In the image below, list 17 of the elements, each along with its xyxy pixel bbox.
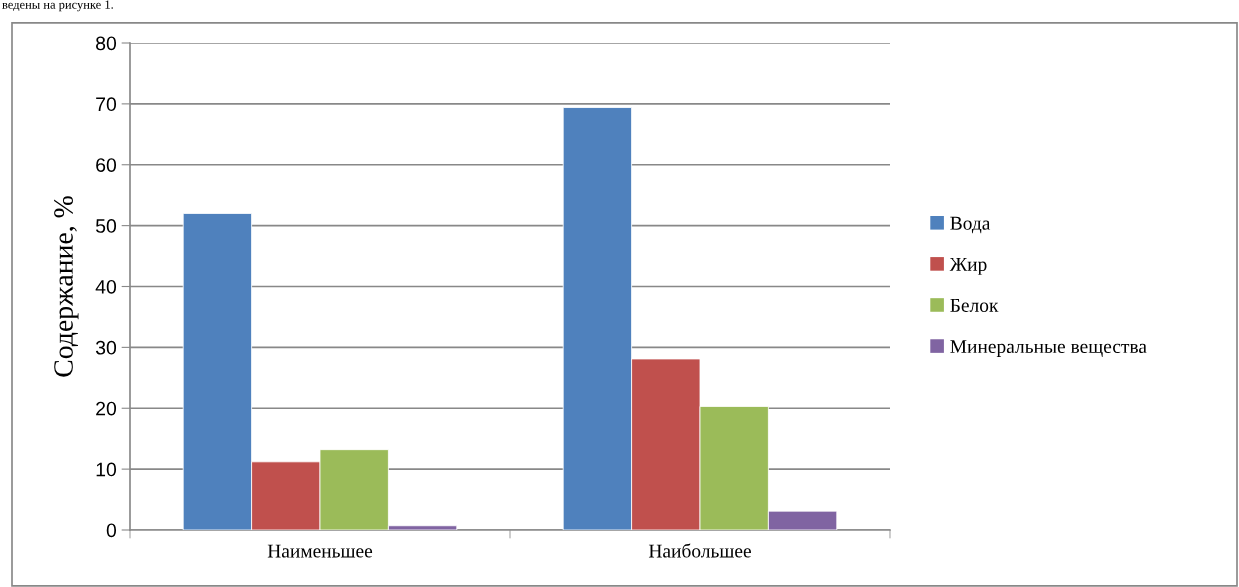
y-tick-label: 70 xyxy=(96,97,117,112)
x-tick-label: Наименьшее xyxy=(267,544,373,558)
y-tick-label: 40 xyxy=(95,279,117,294)
y-tick-label: 50 xyxy=(95,219,117,233)
y-tick-label: 0 xyxy=(106,523,117,538)
y-axis-title: Содержание, % xyxy=(54,196,79,377)
legend-label: Минеральные вещества xyxy=(950,340,1147,357)
y-tick-label: 80 xyxy=(96,36,117,51)
legend-label: Жир xyxy=(949,257,987,275)
text: ведены на рисунке 1. xyxy=(2,0,113,12)
legend-label: Белок xyxy=(950,299,999,312)
y-tick-label: 30 xyxy=(95,340,117,355)
y-tick-label: 60 xyxy=(96,158,117,172)
legend-label: Вода xyxy=(950,216,991,234)
y-tick-label: 20 xyxy=(96,401,117,416)
y-tick-label: 10 xyxy=(96,462,117,477)
x-tick-label: Наибольшее xyxy=(648,543,751,558)
